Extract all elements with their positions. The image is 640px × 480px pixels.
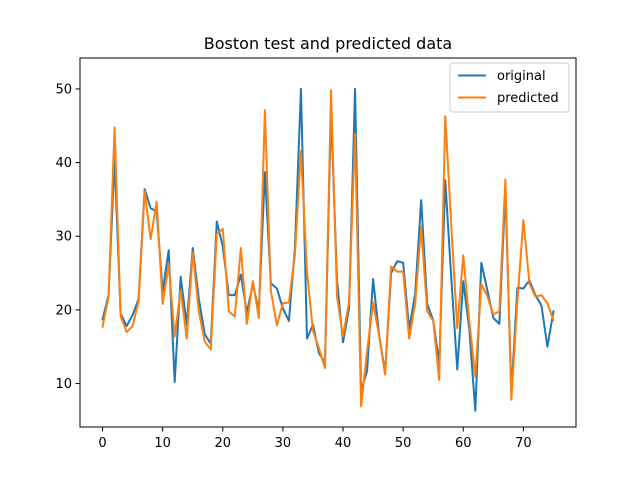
y-tick-label: 20 xyxy=(55,303,72,318)
series-line-predicted xyxy=(101,89,555,408)
chart-title: Boston test and predicted data xyxy=(204,34,452,53)
legend-label-original: original xyxy=(497,69,546,84)
x-tick-label: 50 xyxy=(395,436,412,451)
axis-ticks: 0 10 20 30 40 50 60 70 10 20 30 40 50 xyxy=(55,82,531,451)
plot-area xyxy=(101,87,555,412)
legend: original predicted xyxy=(449,62,570,113)
x-tick-label: 70 xyxy=(515,436,532,451)
x-tick-label: 10 xyxy=(154,436,171,451)
x-tick-label: 40 xyxy=(335,436,352,451)
y-tick-label: 50 xyxy=(55,82,72,97)
x-tick-label: 20 xyxy=(215,436,232,451)
x-tick-label: 0 xyxy=(98,436,106,451)
legend-label-predicted: predicted xyxy=(497,91,559,106)
x-tick-label: 60 xyxy=(455,436,472,451)
axes-frame xyxy=(79,57,577,428)
y-tick-label: 10 xyxy=(55,377,72,392)
x-tick-label: 30 xyxy=(275,436,292,451)
y-tick-label: 40 xyxy=(55,156,72,171)
y-tick-label: 30 xyxy=(55,230,72,245)
